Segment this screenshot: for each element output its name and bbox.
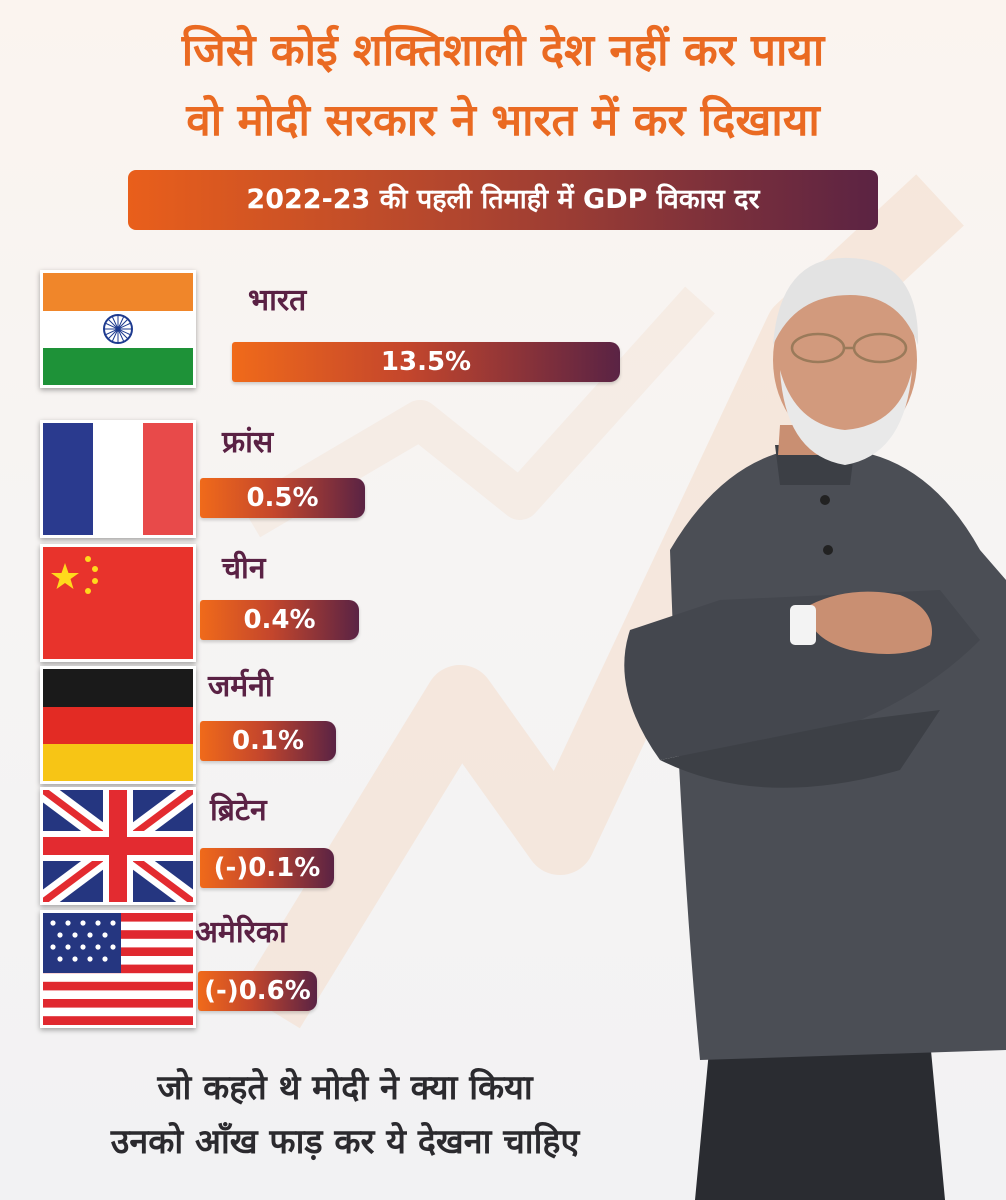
leader-photo xyxy=(624,257,1006,1200)
usa-flag xyxy=(40,910,196,1028)
bar-value-india: 13.5% xyxy=(380,347,472,377)
bar-france xyxy=(200,478,365,518)
headline-line-2: वो मोदी सरकार ने भारत में कर दिखाया xyxy=(186,95,820,146)
bar-value-france: 0.5% xyxy=(246,483,319,513)
bar-value-usa: (-)0.6% xyxy=(204,976,311,1006)
country-label-germany: जर्मनी xyxy=(208,669,273,704)
country-label-uk: ब्रिटेन xyxy=(210,793,267,828)
china-flag xyxy=(40,544,196,662)
bar-germany xyxy=(200,721,336,761)
bar-value-uk: (-)0.1% xyxy=(213,853,321,883)
country-label-usa: अमेरिका xyxy=(195,915,287,950)
bar-china xyxy=(200,600,359,640)
bar-india xyxy=(232,342,620,382)
footer-line-1: जो कहते थे मोदी ने क्या किया xyxy=(157,1068,533,1108)
country-label-france: फ्रांस xyxy=(222,425,274,460)
bar-value-germany: 0.1% xyxy=(231,726,305,756)
headline-line-1: जिसे कोई शक्तिशाली देश नहीं कर पाया xyxy=(181,25,825,76)
country-label-india: भारत xyxy=(248,283,307,318)
subtitle-banner: 2022-23 की पहली तिमाही में GDP विकास दर xyxy=(128,170,878,230)
bar-usa xyxy=(198,971,317,1011)
france-flag xyxy=(40,420,196,538)
uk-flag xyxy=(40,787,196,905)
footer-line-2: उनको आँख फाड़ कर ये देखना चाहिए xyxy=(110,1122,580,1162)
country-label-china: चीन xyxy=(222,551,266,586)
germany-flag xyxy=(40,666,196,784)
bar-value-china: 0.4% xyxy=(243,605,316,635)
india-flag xyxy=(40,270,196,388)
bar-uk xyxy=(200,848,334,888)
